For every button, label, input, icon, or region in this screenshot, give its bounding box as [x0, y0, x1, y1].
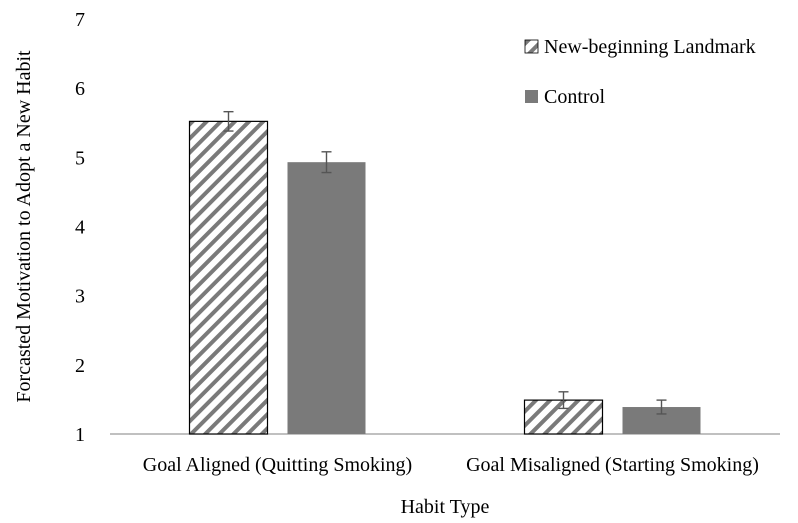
- y-tick-label: 6: [75, 78, 85, 100]
- y-tick-label: 2: [75, 355, 85, 377]
- legend-swatch-control: [525, 90, 538, 103]
- y-tick-label: 7: [75, 9, 85, 31]
- error-bar-new-beginning-landmark: [223, 110, 234, 132]
- y-axis: 1 2 3 4 5 6 7: [75, 9, 85, 446]
- error-bar-control: [656, 399, 667, 415]
- x-category-label: Goal Aligned (Quitting Smoking): [143, 454, 412, 476]
- y-tick-label: 4: [75, 217, 85, 239]
- bar-control: [287, 162, 366, 435]
- y-tick-label: 3: [75, 286, 85, 308]
- error-bar-control: [321, 151, 332, 174]
- category-labels: Goal Aligned (Quitting Smoking) Goal Misa…: [143, 454, 759, 476]
- bar-new-beginning-landmark: [188, 120, 269, 435]
- legend-label-control: Control: [544, 86, 606, 108]
- bars: [188, 120, 701, 435]
- error-bars: [223, 110, 667, 415]
- x-axis-title: Habit Type: [401, 496, 490, 518]
- y-axis-title: Forcasted Motivation to Adopt a New Habi…: [13, 50, 35, 403]
- legend-swatch-new-beginning-landmark: [524, 39, 539, 54]
- legend: New-beginning Landmark Control: [524, 36, 756, 108]
- error-bar-new-beginning-landmark: [558, 391, 569, 410]
- x-category-label: Goal Misaligned (Starting Smoking): [466, 454, 759, 476]
- y-tick-label: 1: [75, 424, 85, 446]
- y-tick-label: 5: [75, 147, 85, 169]
- legend-label-new-beginning-landmark: New-beginning Landmark: [544, 36, 756, 58]
